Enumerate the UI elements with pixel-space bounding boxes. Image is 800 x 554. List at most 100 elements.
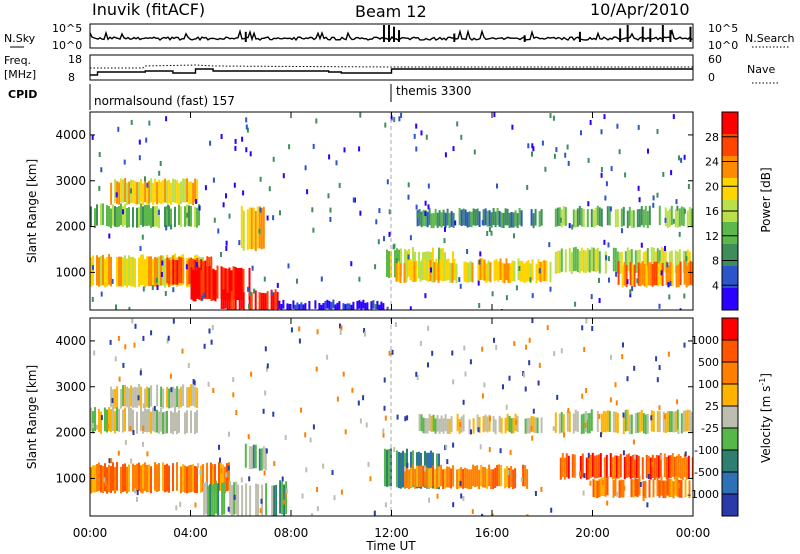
power-echo-cell [686, 249, 689, 273]
power-scatter-cell [249, 151, 252, 157]
power-scatter-cell [209, 140, 212, 146]
power-scatter-cell [518, 266, 521, 271]
power-scatter-cell [616, 123, 619, 129]
power-echo-cell [418, 251, 420, 279]
velocity-scatter-cell [623, 485, 626, 491]
velocity-echo-cell [110, 408, 112, 433]
velocity-echo-cell [271, 485, 274, 516]
velocity-echo-cell [634, 413, 637, 434]
power-scatter-cell [600, 129, 603, 135]
velocity-echo-cell [630, 414, 633, 435]
power-scatter-cell [245, 147, 248, 153]
velocity-echo-cell [210, 462, 212, 491]
power-scatter-cell [238, 240, 241, 246]
power-echo-cell [576, 208, 579, 227]
power-echo-cell [142, 254, 144, 286]
power-echo-cell [564, 249, 567, 273]
power-colorbar-tick-label: 4 [712, 279, 719, 292]
power-echo-cell [404, 249, 406, 277]
velocity-echo-cell [260, 448, 263, 471]
power-echo-cell [200, 269, 203, 302]
power-echo-cell [344, 304, 347, 310]
power-scatter-cell [259, 176, 262, 182]
velocity-echo-cell [494, 419, 497, 435]
velocity-scatter-cell [194, 502, 197, 508]
power-scatter-cell [668, 294, 671, 300]
velocity-echo-cell [681, 458, 684, 480]
power-echo-cell [671, 263, 674, 287]
velocity-echo-cell [608, 410, 611, 432]
velocity-echo-cell [202, 464, 204, 492]
velocity-echo-cell [426, 418, 429, 434]
velocity-scatter-cell [232, 392, 235, 398]
power-echo-cell [164, 258, 166, 288]
velocity-echo-cell [674, 411, 677, 433]
power-echo-cell [138, 181, 141, 205]
power-echo-cell [146, 256, 148, 287]
velocity-colorbar-tick-label: -25 [701, 422, 719, 435]
nsky-panel: N.Sky 10^5 10^0 10^5 10^0 N.Search [4, 22, 795, 52]
velocity-echo-cell [480, 465, 483, 487]
velocity-echo-cell [514, 468, 517, 489]
power-echo-cell [152, 259, 154, 288]
velocity-echo-cell [532, 416, 535, 433]
power-scatter-cell [144, 176, 146, 182]
velocity-echo-cell [673, 456, 676, 480]
power-scatter-cell [148, 120, 151, 126]
velocity-scatter-cell [100, 415, 103, 421]
power-echo-cell [170, 182, 173, 205]
power-echo-cell [572, 209, 575, 228]
power-echo-cell [334, 304, 337, 310]
velocity-scatter-cell [212, 388, 215, 393]
power-echo-cell [118, 256, 120, 287]
power-scatter-cell [656, 192, 659, 198]
power-echo-cell [668, 208, 671, 227]
power-scatter-cell [647, 148, 649, 154]
power-scatter-cell [626, 279, 629, 285]
velocity-scatter-cell [550, 507, 553, 513]
power-echo-cell [449, 262, 452, 283]
velocity-echo-cell [144, 462, 146, 491]
power-scatter-cell [338, 182, 341, 188]
power-echo-cell [248, 267, 251, 300]
velocity-scatter-cell [683, 342, 686, 348]
velocity-scatter-cell [584, 422, 587, 428]
velocity-echo-cell [490, 469, 493, 489]
velocity-scatter-cell [364, 331, 366, 337]
power-echo-cell [438, 210, 441, 227]
power-scatter-cell [605, 255, 608, 261]
velocity-scatter-cell [150, 330, 153, 336]
power-echo-cell [168, 260, 171, 285]
velocity-echo-cell [566, 410, 569, 432]
velocity-echo-cell [402, 450, 404, 488]
power-echo-cell [488, 210, 491, 227]
power-echo-cell [630, 249, 633, 273]
velocity-echo-cell [162, 388, 165, 409]
velocity-scatter-cell [103, 477, 106, 483]
velocity-scatter-cell [281, 476, 284, 482]
velocity-echo-cell [192, 384, 195, 406]
velocity-echo-cell [448, 418, 451, 434]
power-echo-cell [106, 257, 108, 287]
power-echo-cell [576, 248, 579, 273]
velocity-scatter-cell [305, 467, 308, 473]
power-echo-cell [501, 262, 504, 283]
power-echo-cell [644, 206, 647, 226]
power-colorbar-segment [722, 288, 738, 310]
power-echo-cell [466, 212, 469, 228]
velocity-scatter-cell [556, 394, 559, 400]
power-echo-cell [182, 178, 185, 203]
velocity-echo-cell [176, 386, 179, 407]
velocity-heatmap-cells [90, 318, 693, 516]
power-echo-cell [653, 261, 656, 286]
power-echo-cell [106, 205, 108, 227]
power-scatter-cell [233, 182, 236, 188]
power-colorbar-tick-label: 16 [705, 205, 719, 218]
velocity-scatter-cell [367, 461, 370, 467]
velocity-scatter-cell [108, 458, 111, 464]
velocity-scatter-cell [508, 375, 511, 381]
power-colorbar-tick-label: 28 [705, 131, 719, 144]
power-scatter-cell [398, 116, 401, 122]
power-scatter-cell [427, 183, 430, 189]
velocity-scatter-cell [132, 430, 135, 435]
